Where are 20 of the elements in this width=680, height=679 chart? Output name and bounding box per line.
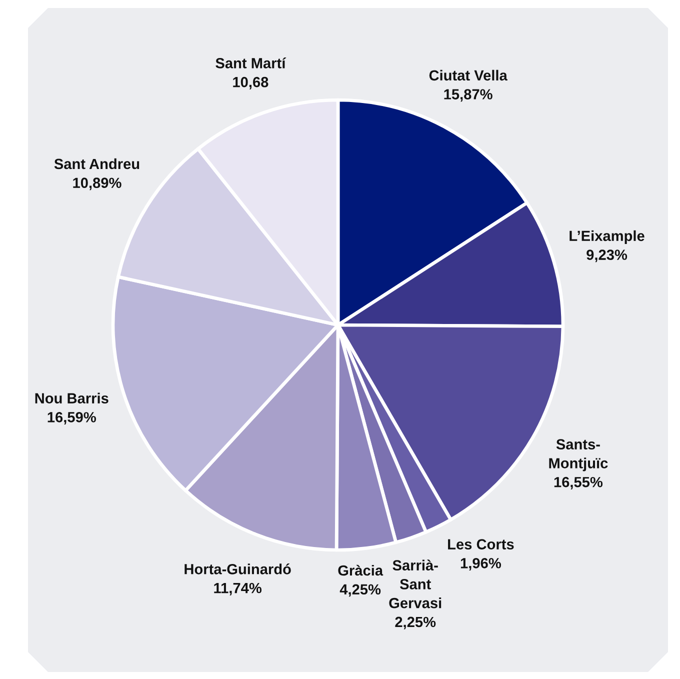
data-label: 11,74%: [214, 582, 262, 596]
data-label: 10,89%: [73, 178, 122, 190]
data-label: 15,87%: [444, 89, 492, 102]
data-label: 16,55%: [554, 476, 603, 490]
data-label: 4,25%: [340, 584, 381, 597]
slice-label: Sant Martí: [216, 58, 286, 68]
data-label: 16,59%: [48, 412, 96, 424]
slice-label: Ciutat Vella: [429, 70, 508, 81]
slice-label: Horta-Guinardó: [184, 563, 291, 574]
data-label: 1,96%: [460, 558, 501, 570]
slice-label: Les Corts: [448, 539, 514, 550]
slice-label: Sarrià- Sant Gervasi: [389, 560, 442, 608]
slice-label: Sants- Montjuïc: [549, 439, 608, 472]
slice-label: Sant Andreu: [54, 158, 140, 170]
slice-label: L’Eixample: [570, 230, 644, 244]
data-label: 9,23%: [586, 250, 628, 262]
data-label: 10,68: [233, 76, 268, 90]
data-label: 2,25%: [395, 616, 436, 630]
slice-label: Nou Barris: [35, 392, 108, 404]
slice-label: Gràcia: [338, 564, 384, 576]
